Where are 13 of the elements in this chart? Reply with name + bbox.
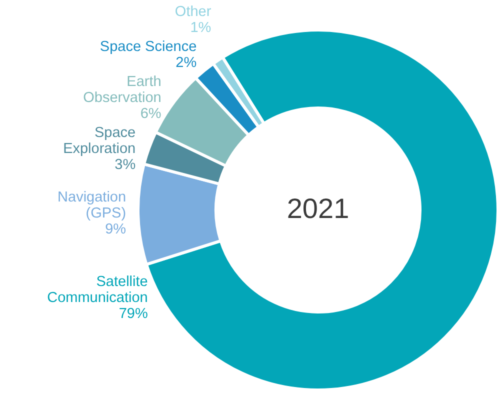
slice-label: Space Science bbox=[100, 39, 197, 55]
data-label: 3% bbox=[114, 157, 136, 173]
slice-label: Satellite Communication bbox=[47, 274, 148, 306]
data-label: 1% bbox=[190, 20, 212, 36]
slice-label: Navigation (GPS) bbox=[58, 190, 126, 222]
text: 2021 bbox=[286, 193, 350, 224]
slice-label: Other bbox=[174, 4, 212, 20]
slice-label: Space Exploration bbox=[63, 125, 136, 157]
data-label: 6% bbox=[140, 106, 162, 122]
data-label: 2% bbox=[176, 55, 197, 71]
data-label: 9% bbox=[105, 222, 126, 238]
data-label: 79% bbox=[118, 306, 148, 322]
slice-label: Earth Observation bbox=[83, 74, 162, 106]
